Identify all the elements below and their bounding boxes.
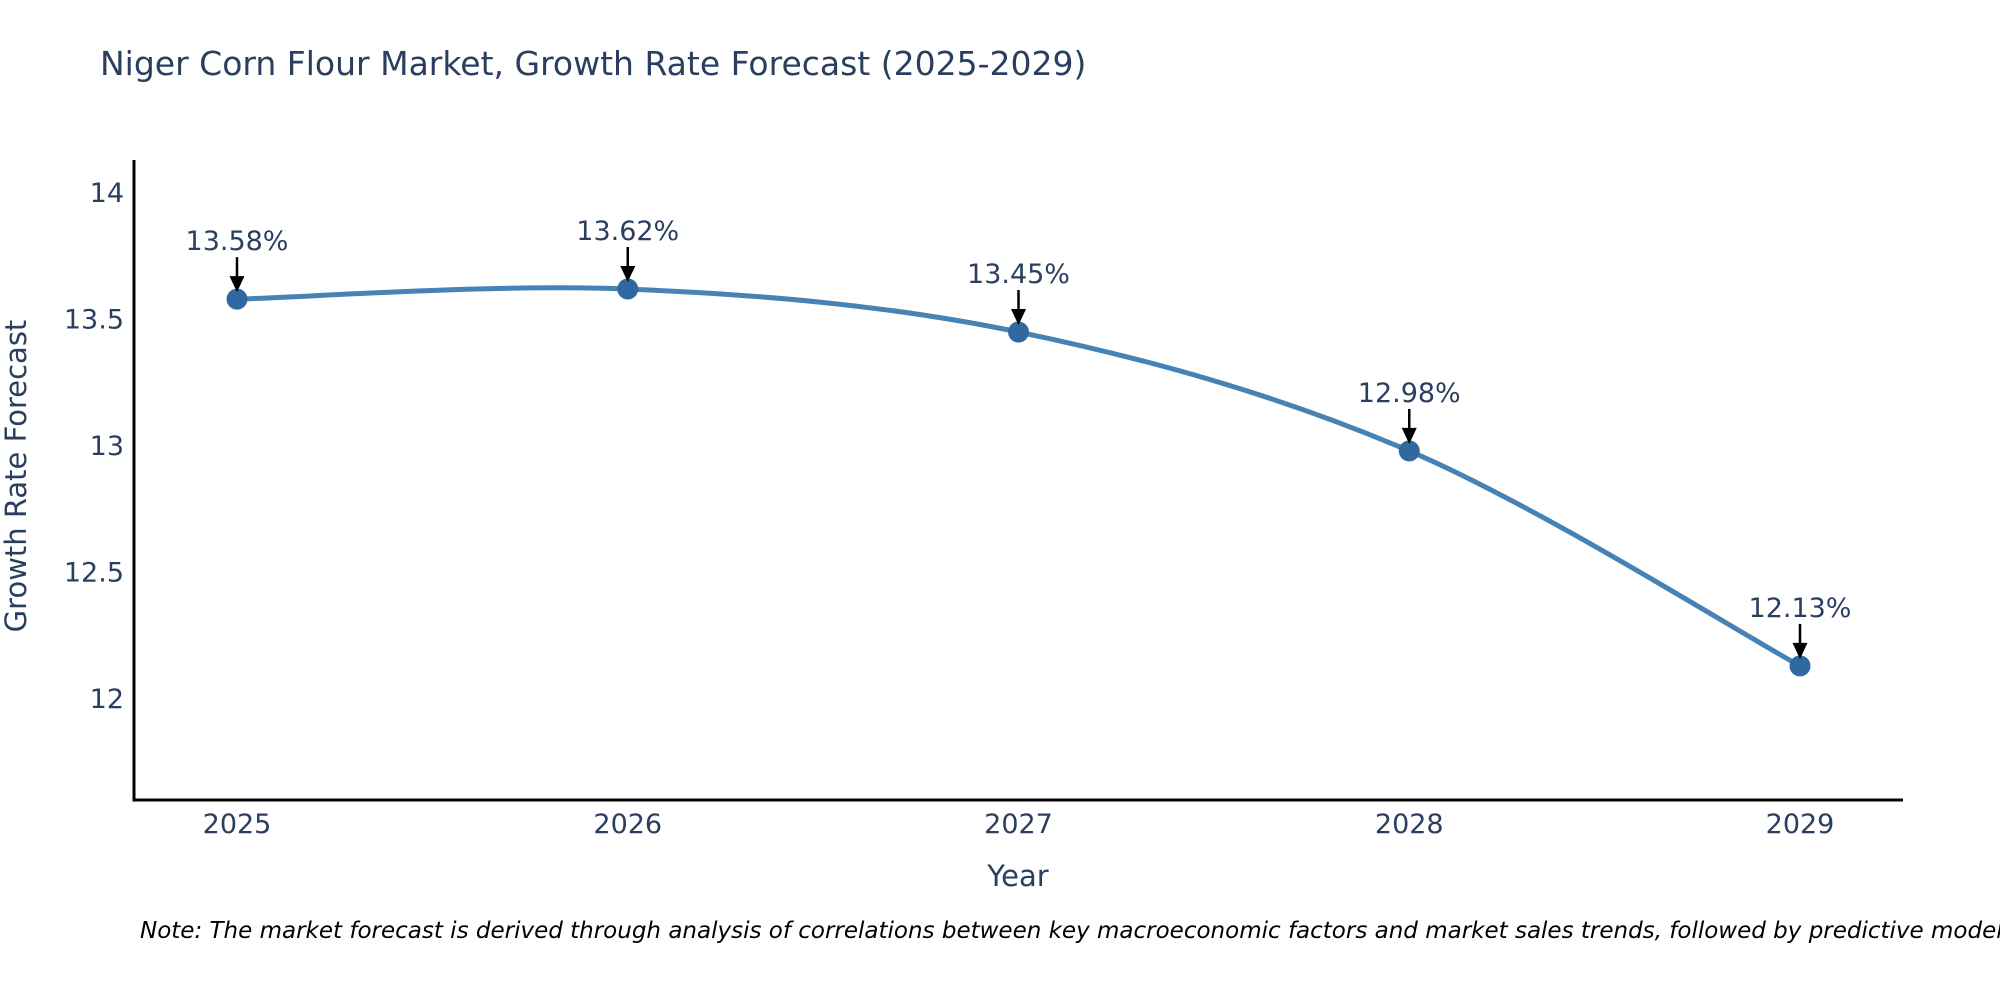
y-tick-label-12.5: 12.5	[64, 557, 124, 588]
y-tick-label-14: 14	[90, 178, 124, 209]
data-point-2026	[617, 278, 639, 300]
annotation-arrow-head	[1011, 309, 1026, 326]
annotation-2029: 12.13%	[1749, 593, 1852, 659]
x-tick-label-2025: 2025	[203, 809, 272, 840]
data-point-2027	[1008, 321, 1029, 343]
annotation-label-2026: 13.62%	[576, 216, 679, 247]
y-tick-label-12: 12	[90, 684, 124, 715]
annotation-label-2027: 13.45%	[967, 259, 1070, 290]
annotation-arrow-head	[620, 266, 636, 283]
annotation-label-2028: 12.98%	[1358, 378, 1461, 409]
annotation-2026: 13.62%	[576, 216, 679, 283]
x-tick-label-2026: 2026	[593, 809, 662, 840]
forecast-line	[234, 285, 1803, 669]
x-tick-label-2027: 2027	[984, 809, 1053, 840]
annotation-arrow-head	[1401, 427, 1417, 444]
annotation-2025: 13.58%	[186, 226, 289, 293]
data-point-2029	[1789, 655, 1811, 677]
axes-layer: 14 13.5 13 12.5 12 2025 2026 2027 2028 2029	[64, 160, 1903, 840]
y-tick-label-13: 13	[90, 431, 124, 462]
y-tick-label-13.5: 13.5	[64, 304, 124, 335]
annotation-arrow-head	[1792, 642, 1808, 659]
annotation-label-2025: 13.58%	[186, 226, 289, 257]
annotation-arrow-head	[229, 276, 245, 293]
axis-spines	[132, 160, 1903, 802]
annotation-2028: 12.98%	[1358, 378, 1461, 444]
line-series	[226, 278, 1811, 677]
x-tick-label-2028: 2028	[1375, 809, 1444, 840]
data-point-2025	[226, 288, 248, 310]
annotation-2027: 13.45%	[967, 259, 1070, 326]
chart-title: Niger Corn Flour Market, Growth Rate For…	[100, 44, 1087, 83]
footnote: Note: The market forecast is derived thr…	[140, 918, 2000, 944]
data-point-2028	[1398, 440, 1420, 462]
annotations-layer: 13.58% 13.62% 13.45% 12.98% 12.13%	[186, 216, 1852, 659]
annotation-label-2029: 12.13%	[1749, 593, 1852, 624]
x-tick-label-2029: 2029	[1766, 809, 1835, 840]
x-axis-title: Year	[986, 859, 1048, 893]
y-axis-title: Growth Rate Forecast	[0, 320, 33, 633]
